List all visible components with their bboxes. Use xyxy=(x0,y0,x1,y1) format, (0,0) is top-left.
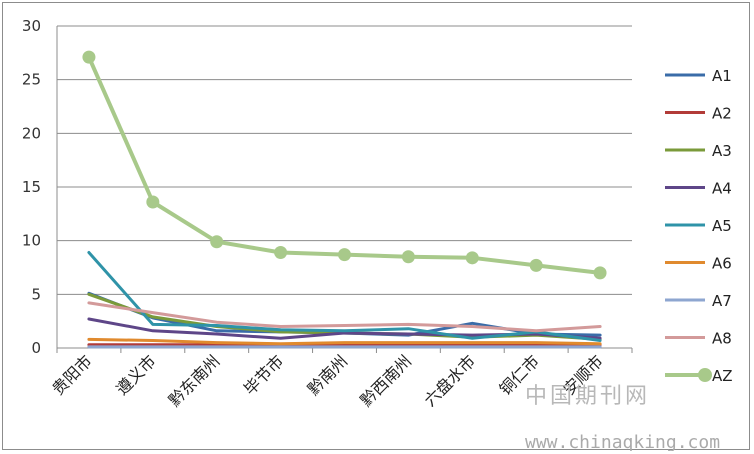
point-AZ-5 xyxy=(401,250,415,264)
legend: A1 A2 A3 A4 A5 A6 A7 A8 AZ xyxy=(665,67,733,385)
legend-label-AZ: AZ xyxy=(712,367,733,385)
y-tick-label-15: 15 xyxy=(22,178,41,196)
line-chart: 0 5 10 15 20 25 30 贵阳市 遵义市 黔东南州 毕节市 黔南州 黔西南州 六盘水市 铜仁市… xyxy=(22,17,733,451)
series-line-A5 xyxy=(87,251,602,342)
x-tick-label-2: 黔东南州 xyxy=(165,351,224,410)
x-tick-label-3: 毕节市 xyxy=(240,351,287,398)
point-AZ-7 xyxy=(529,258,543,272)
watermark-url: www.chinaqking.com xyxy=(525,432,720,451)
x-tick-label-1: 遵义市 xyxy=(112,351,159,398)
series-lines xyxy=(82,50,607,349)
point-AZ-3 xyxy=(274,245,288,259)
x-tick-label-4: 黔南州 xyxy=(304,351,351,398)
gridlines xyxy=(57,25,632,349)
x-tick-label-6: 六盘水市 xyxy=(420,351,479,410)
y-tick-label-5: 5 xyxy=(31,285,41,303)
axes xyxy=(56,26,633,353)
legend-label-A3: A3 xyxy=(712,142,732,160)
legend-marker-AZ xyxy=(698,368,712,382)
legend-label-A6: A6 xyxy=(712,255,732,273)
point-AZ-2 xyxy=(210,235,224,249)
x-tick-label-0: 贵阳市 xyxy=(48,351,95,398)
legend-label-A4: A4 xyxy=(712,180,732,198)
point-AZ-0 xyxy=(82,50,96,64)
legend-label-A2: A2 xyxy=(712,105,732,123)
y-tick-label-10: 10 xyxy=(22,232,41,250)
legend-label-A1: A1 xyxy=(712,67,732,85)
watermark-logo-text: 中国期刊网 xyxy=(525,384,650,409)
point-AZ-4 xyxy=(338,248,351,262)
y-tick-labels: 0 5 10 15 20 25 30 xyxy=(22,17,41,357)
y-tick-label-25: 25 xyxy=(22,71,41,89)
y-tick-label-0: 0 xyxy=(31,339,41,357)
x-tick-labels: 贵阳市 遵义市 黔东南州 毕节市 黔南州 黔西南州 六盘水市 铜仁市 安顺市 xyxy=(48,351,606,410)
series-line-A8 xyxy=(87,301,602,333)
point-AZ-1 xyxy=(146,195,160,209)
point-AZ-8 xyxy=(593,266,607,280)
series-line-A6 xyxy=(87,337,602,346)
legend-label-A8: A8 xyxy=(712,330,732,348)
legend-label-A7: A7 xyxy=(712,292,732,310)
legend-label-A5: A5 xyxy=(712,217,732,235)
y-tick-label-30: 30 xyxy=(22,17,41,35)
y-tick-label-20: 20 xyxy=(22,124,41,142)
x-tick-label-5: 黔西南州 xyxy=(357,351,416,410)
point-AZ-6 xyxy=(465,251,479,265)
